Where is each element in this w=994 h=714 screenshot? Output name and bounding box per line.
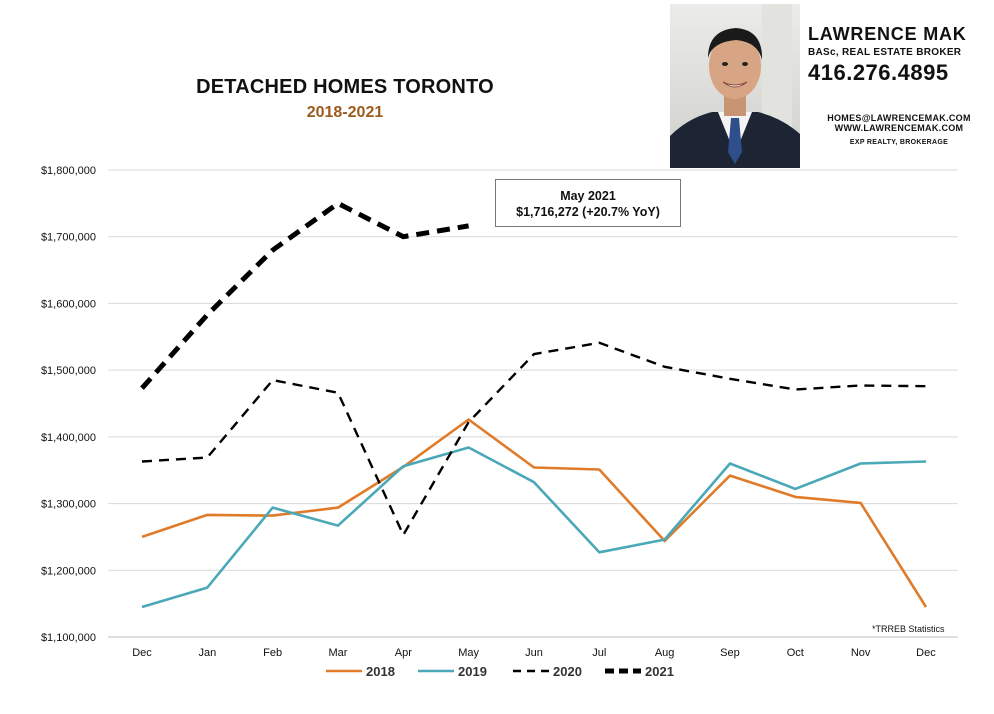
source-note: *TRREB Statistics <box>872 624 945 634</box>
x-tick-label: Mar <box>329 647 348 659</box>
x-axis-tick-labels: Dec Jan Feb Mar Apr May Jun Jul Aug Sep Oct Nov Dec <box>132 647 936 659</box>
x-tick-label: Sep <box>720 647 740 659</box>
agent-name: LAWRENCE MAK <box>808 24 967 44</box>
series-line-2021 <box>140 200 470 390</box>
legend: 2018 2019 2020 2021 <box>326 664 674 679</box>
may-2021-callout: May 2021 $1,716,272 (+20.7% YoY) <box>495 179 681 227</box>
x-tick-label: Jan <box>198 647 216 659</box>
chart-title: DETACHED HOMES TORONTO <box>196 76 494 98</box>
y-tick-label: $1,100,000 <box>41 632 96 644</box>
agent-branding: LAWRENCE MAK BASc, REAL ESTATE BROKER 41… <box>808 4 990 146</box>
agent-email: HOMES@LAWRENCEMAK.COM <box>827 113 971 123</box>
agent-brokerage: EXP REALTY, BROKERAGE <box>849 139 949 146</box>
legend-label-2020: 2020 <box>553 664 582 679</box>
legend-label-2019: 2019 <box>458 664 487 679</box>
x-tick-label: Nov <box>851 647 871 659</box>
gridlines <box>108 169 958 638</box>
y-tick-label: $1,400,000 <box>41 432 96 444</box>
series-line-2020 <box>141 341 927 537</box>
agent-credentials: BASc, REAL ESTATE BROKER <box>808 47 962 58</box>
x-tick-label: Jun <box>525 647 543 659</box>
x-tick-label: Jul <box>592 647 606 659</box>
x-tick-label: May <box>458 647 479 659</box>
y-tick-label: $1,500,000 <box>41 365 96 377</box>
x-tick-label: Dec <box>132 647 152 659</box>
callout-value: $1,716,272 (+20.7% YoY) <box>516 205 660 219</box>
y-tick-label: $1,800,000 <box>41 165 96 177</box>
x-tick-label: Oct <box>787 647 804 659</box>
chart-subtitle: 2018-2021 <box>306 104 384 121</box>
series-line-2019 <box>141 446 927 609</box>
y-tick-label: $1,600,000 <box>41 298 96 310</box>
y-tick-label: $1,300,000 <box>41 499 96 511</box>
x-tick-label: Apr <box>395 647 412 659</box>
legend-label-2018: 2018 <box>366 664 395 679</box>
y-tick-label: $1,200,000 <box>41 565 96 577</box>
series-line-2018 <box>141 418 928 608</box>
y-axis-tick-labels: $1,100,000 $1,200,000 $1,300,000 $1,400,000… <box>41 165 96 644</box>
x-tick-label: Dec <box>916 647 936 659</box>
legend-label-2021: 2021 <box>645 664 674 679</box>
series-lines <box>140 200 928 609</box>
x-tick-label: Feb <box>263 647 282 659</box>
agent-photo <box>670 4 800 168</box>
y-tick-label: $1,700,000 <box>41 232 96 244</box>
x-tick-label: Aug <box>655 647 675 659</box>
agent-phone: 416.276.4895 <box>808 60 949 85</box>
callout-month: May 2021 <box>560 189 616 203</box>
agent-website: WWW.LAWRENCEMAK.COM <box>834 123 964 133</box>
